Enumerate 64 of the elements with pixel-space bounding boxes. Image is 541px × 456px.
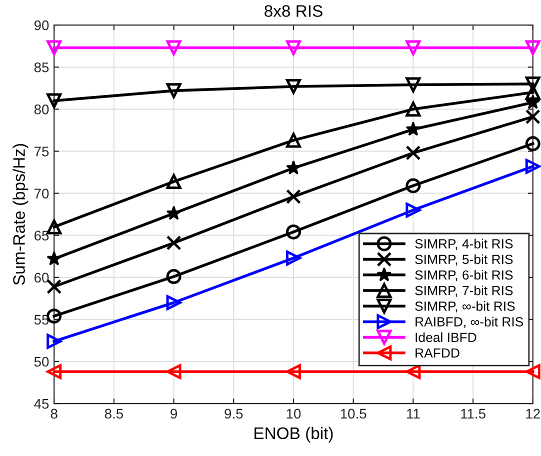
chart-title: 8x8 RIS bbox=[264, 5, 322, 17]
point bbox=[525, 109, 540, 124]
y-tick-label: 75 bbox=[34, 146, 49, 156]
point bbox=[406, 364, 421, 380]
point bbox=[286, 224, 301, 240]
x-tick-label: 11.5 bbox=[461, 408, 486, 419]
legend-label: SIMRP, 4-bit RIS bbox=[415, 238, 513, 250]
x-tick-label: 10 bbox=[286, 408, 301, 419]
x-axis-title: ENOB (bit) bbox=[254, 426, 333, 442]
point bbox=[525, 76, 540, 92]
point bbox=[286, 40, 301, 56]
legend-label: SIMRP, 5-bit RIS bbox=[415, 254, 513, 266]
point bbox=[166, 206, 182, 220]
point bbox=[286, 364, 301, 380]
y-tick-label: 60 bbox=[34, 272, 49, 283]
point bbox=[286, 250, 301, 266]
point bbox=[406, 40, 421, 56]
y-tick-label: 50 bbox=[34, 356, 49, 367]
point bbox=[46, 40, 62, 56]
point bbox=[166, 40, 182, 56]
point bbox=[406, 145, 421, 160]
point bbox=[525, 84, 540, 100]
x-tick-label: 9 bbox=[170, 408, 177, 419]
y-axis-title: Sum-Rate (bps/Hz) bbox=[12, 144, 28, 285]
x-tick-label: 11 bbox=[407, 408, 420, 418]
point bbox=[166, 269, 182, 284]
x-tick-label: 12 bbox=[526, 408, 540, 418]
legend-label: RAIBFD, ∞-bit RIS bbox=[416, 316, 524, 328]
point bbox=[525, 364, 540, 380]
y-tick-label: 80 bbox=[34, 104, 49, 114]
point bbox=[166, 235, 182, 250]
point bbox=[406, 102, 421, 117]
y-tick-label: 55 bbox=[34, 314, 49, 325]
point bbox=[46, 334, 62, 349]
point bbox=[166, 364, 182, 380]
point bbox=[525, 136, 540, 152]
x-tick-label: 10.5 bbox=[340, 408, 366, 419]
point bbox=[286, 160, 301, 175]
legend-label: SIMRP, 7-bit RIS bbox=[415, 286, 513, 297]
point bbox=[406, 202, 421, 218]
point bbox=[286, 189, 301, 204]
point bbox=[166, 174, 182, 190]
legend-label: Ideal IBFD bbox=[416, 332, 476, 342]
legend-label: SIMRP, 6-bit RIS bbox=[415, 270, 513, 282]
point bbox=[406, 122, 421, 136]
point bbox=[286, 78, 301, 94]
y-tick-label: 90 bbox=[34, 20, 49, 30]
point bbox=[525, 40, 540, 56]
y-tick-label: 65 bbox=[34, 230, 49, 241]
legend-label: SIMRP, ∞-bit RIS bbox=[415, 301, 515, 312]
point bbox=[406, 77, 421, 92]
x-tick-label: 8.5 bbox=[104, 408, 124, 419]
point bbox=[406, 178, 421, 194]
point bbox=[286, 132, 301, 148]
point bbox=[46, 251, 62, 266]
x-tick-label: 8 bbox=[50, 408, 58, 419]
x-tick-label: 9.5 bbox=[224, 408, 243, 419]
point bbox=[525, 158, 540, 174]
point bbox=[166, 83, 182, 98]
y-tick-label: 85 bbox=[34, 62, 49, 72]
legend-label: RAFDD bbox=[416, 348, 460, 358]
point bbox=[166, 295, 182, 310]
y-tick-label: 70 bbox=[34, 188, 49, 198]
y-tick-label: 45 bbox=[34, 399, 49, 409]
